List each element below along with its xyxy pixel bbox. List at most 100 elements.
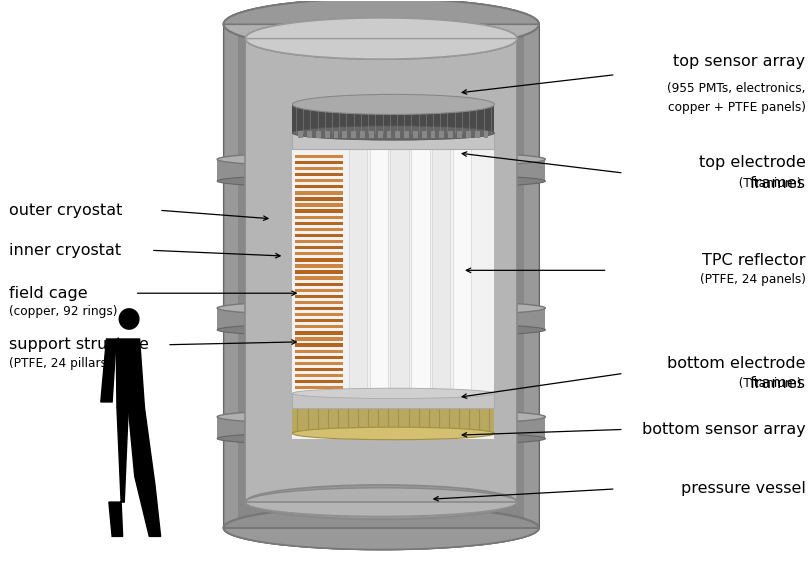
Polygon shape	[294, 338, 343, 340]
Polygon shape	[294, 167, 343, 170]
Polygon shape	[294, 204, 343, 206]
Text: top sensor array: top sensor array	[673, 54, 805, 69]
Polygon shape	[294, 343, 343, 347]
Ellipse shape	[224, 507, 539, 549]
Text: copper + PTFE panels): copper + PTFE panels)	[667, 101, 805, 114]
Polygon shape	[246, 18, 517, 39]
Polygon shape	[369, 131, 374, 137]
Polygon shape	[294, 392, 343, 396]
Text: bottom electrode: bottom electrode	[667, 355, 805, 370]
Ellipse shape	[224, 0, 539, 50]
Polygon shape	[453, 149, 471, 408]
Ellipse shape	[292, 427, 495, 440]
Polygon shape	[294, 404, 343, 408]
Polygon shape	[294, 289, 343, 292]
Polygon shape	[109, 408, 128, 536]
Polygon shape	[294, 398, 343, 401]
Text: support structure: support structure	[10, 337, 149, 352]
Polygon shape	[294, 155, 343, 158]
Polygon shape	[457, 131, 462, 137]
Polygon shape	[294, 173, 343, 177]
Ellipse shape	[246, 18, 517, 59]
Polygon shape	[294, 161, 343, 164]
Polygon shape	[422, 131, 427, 137]
Polygon shape	[483, 131, 488, 137]
Polygon shape	[292, 105, 495, 439]
Polygon shape	[294, 221, 343, 225]
Ellipse shape	[292, 126, 495, 140]
Polygon shape	[307, 131, 312, 137]
Polygon shape	[351, 131, 356, 137]
Text: TPC reflector: TPC reflector	[702, 252, 805, 267]
Polygon shape	[298, 131, 303, 137]
Ellipse shape	[292, 388, 495, 398]
Polygon shape	[294, 252, 343, 255]
Polygon shape	[316, 131, 321, 137]
Text: bottom sensor array: bottom sensor array	[642, 422, 805, 437]
Polygon shape	[294, 295, 343, 298]
Polygon shape	[390, 149, 409, 408]
Text: frames: frames	[749, 376, 805, 391]
Polygon shape	[294, 191, 343, 194]
Polygon shape	[466, 131, 470, 137]
Polygon shape	[378, 131, 383, 137]
Polygon shape	[224, 0, 539, 24]
Polygon shape	[294, 362, 343, 365]
Polygon shape	[360, 131, 365, 137]
Polygon shape	[294, 355, 343, 359]
Ellipse shape	[217, 323, 545, 337]
Polygon shape	[325, 131, 330, 137]
Polygon shape	[294, 179, 343, 182]
Polygon shape	[101, 339, 116, 402]
Polygon shape	[294, 277, 343, 280]
Polygon shape	[294, 319, 343, 323]
Polygon shape	[294, 380, 343, 384]
Polygon shape	[448, 131, 453, 137]
Polygon shape	[128, 408, 161, 536]
Polygon shape	[342, 131, 347, 137]
Ellipse shape	[224, 507, 539, 549]
Ellipse shape	[217, 409, 545, 425]
Ellipse shape	[217, 300, 545, 316]
Ellipse shape	[246, 488, 517, 516]
Polygon shape	[294, 307, 343, 310]
Polygon shape	[294, 258, 343, 262]
Polygon shape	[294, 234, 343, 237]
Polygon shape	[413, 131, 418, 137]
Text: (copper, 92 rings): (copper, 92 rings)	[10, 305, 118, 318]
Polygon shape	[294, 313, 343, 316]
Text: (955 PMTs, electronics,: (955 PMTs, electronics,	[667, 82, 805, 95]
Polygon shape	[217, 417, 545, 439]
Polygon shape	[294, 350, 343, 353]
Polygon shape	[224, 24, 238, 528]
Polygon shape	[395, 131, 400, 137]
Polygon shape	[294, 374, 343, 377]
Polygon shape	[246, 502, 517, 516]
Polygon shape	[292, 408, 495, 434]
Polygon shape	[294, 185, 343, 189]
Text: outer cryostat: outer cryostat	[10, 203, 122, 218]
Polygon shape	[294, 228, 343, 231]
Text: field cage: field cage	[10, 286, 88, 301]
Polygon shape	[333, 131, 338, 137]
Ellipse shape	[292, 94, 495, 114]
Ellipse shape	[292, 128, 495, 138]
Ellipse shape	[118, 308, 139, 330]
Text: (PTFE, 24 pillars): (PTFE, 24 pillars)	[10, 356, 112, 370]
Text: top electrode: top electrode	[699, 155, 805, 170]
Polygon shape	[224, 24, 539, 528]
Polygon shape	[294, 264, 343, 267]
Polygon shape	[474, 131, 479, 137]
Polygon shape	[116, 339, 144, 408]
Polygon shape	[294, 246, 343, 250]
Polygon shape	[294, 197, 343, 201]
Polygon shape	[431, 131, 436, 137]
Polygon shape	[294, 282, 343, 286]
Polygon shape	[294, 209, 343, 213]
Polygon shape	[294, 301, 343, 304]
Ellipse shape	[217, 431, 545, 446]
Text: frames: frames	[749, 176, 805, 191]
Polygon shape	[246, 39, 517, 502]
Text: (Titanium): (Titanium)	[731, 377, 801, 390]
Polygon shape	[294, 216, 343, 219]
